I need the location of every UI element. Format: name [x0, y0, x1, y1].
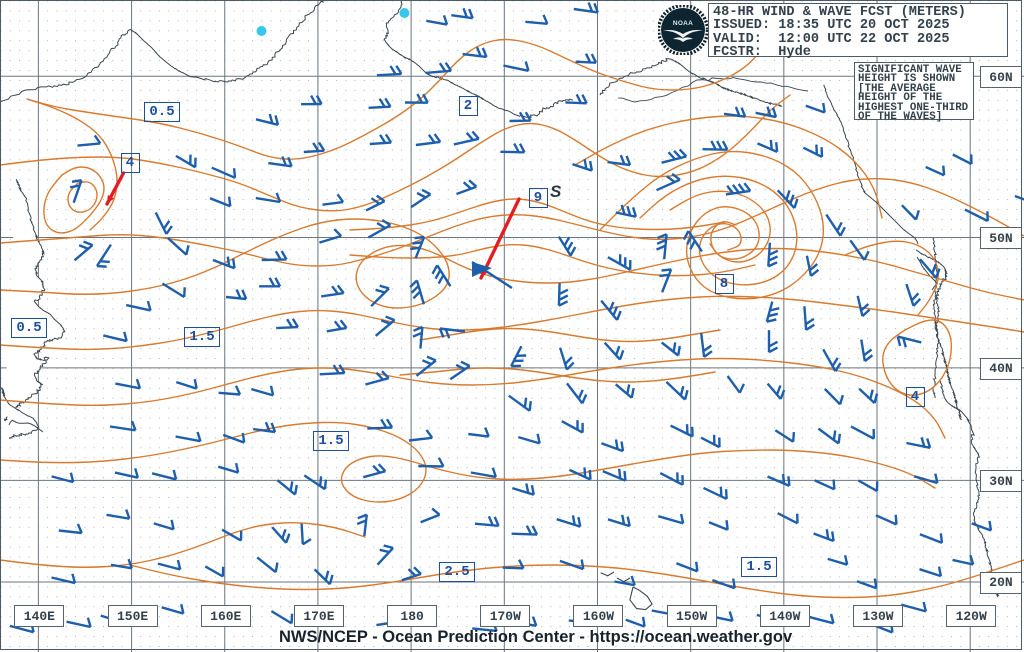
svg-text:NOAA: NOAA [673, 20, 693, 27]
